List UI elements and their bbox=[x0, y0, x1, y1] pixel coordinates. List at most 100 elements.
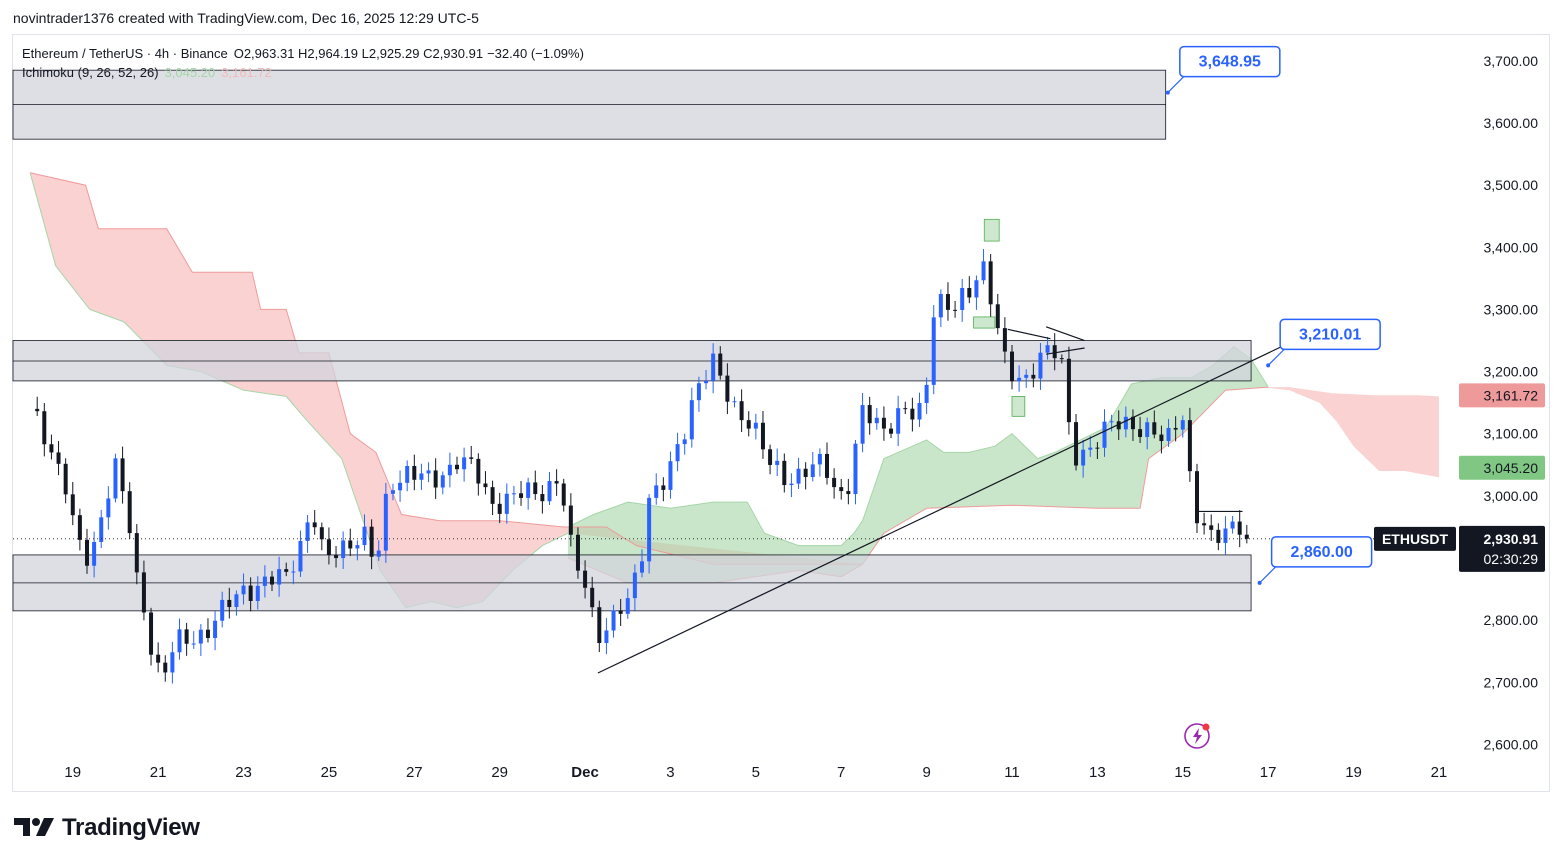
logo-text: TradingView bbox=[62, 814, 200, 841]
candle-body bbox=[35, 408, 40, 412]
time-tick-label[interactable]: 29 bbox=[491, 764, 508, 781]
candle-body bbox=[262, 576, 267, 586]
candle bbox=[1002, 317, 1007, 364]
candle bbox=[796, 457, 801, 489]
callout-pointer bbox=[1259, 566, 1277, 584]
ichimoku-bear-cloud bbox=[30, 172, 863, 608]
candle bbox=[874, 408, 879, 430]
price-tick-label[interactable]: 3,500.00 bbox=[1484, 177, 1539, 193]
candle bbox=[462, 447, 467, 482]
price-tick-label[interactable]: 3,000.00 bbox=[1484, 488, 1539, 504]
price-tick-label[interactable]: 3,200.00 bbox=[1484, 364, 1539, 380]
candle bbox=[355, 540, 360, 561]
price-tick-label[interactable]: 2,600.00 bbox=[1484, 736, 1539, 752]
candle-body bbox=[433, 470, 438, 488]
candle-body bbox=[540, 494, 545, 502]
candle-body bbox=[405, 466, 410, 483]
price-axis[interactable]: 2,600.002,700.002,800.002,900.003,000.00… bbox=[1374, 53, 1545, 753]
candle-body bbox=[462, 457, 467, 470]
candle bbox=[490, 480, 495, 516]
candle-body bbox=[1088, 447, 1093, 450]
lightning-alert-icon[interactable] bbox=[1184, 723, 1210, 749]
time-tick-label[interactable]: 5 bbox=[752, 764, 760, 781]
time-tick-label[interactable]: 23 bbox=[235, 764, 252, 781]
candle-body bbox=[611, 610, 616, 631]
time-tick-label[interactable]: 7 bbox=[837, 764, 845, 781]
candle bbox=[497, 492, 502, 524]
candle bbox=[1024, 369, 1029, 388]
time-tick-label[interactable]: 3 bbox=[666, 764, 674, 781]
candle-body bbox=[1052, 345, 1057, 359]
price-tick-label[interactable]: 3,600.00 bbox=[1484, 115, 1539, 131]
time-tick-label[interactable]: 27 bbox=[406, 764, 423, 781]
candle bbox=[99, 509, 104, 549]
candle bbox=[262, 565, 267, 598]
candle-body bbox=[390, 490, 395, 494]
candle-body bbox=[1237, 521, 1242, 535]
candle bbox=[1045, 336, 1050, 360]
candle-body bbox=[810, 464, 815, 478]
time-tick-label[interactable]: Dec bbox=[571, 764, 599, 781]
candle-body bbox=[1166, 427, 1171, 442]
candle bbox=[447, 452, 452, 488]
symbol-badge[interactable] bbox=[1374, 526, 1456, 551]
candle bbox=[960, 278, 965, 322]
time-tick-label[interactable]: 19 bbox=[64, 764, 81, 781]
candle bbox=[220, 591, 225, 628]
price-tick-label[interactable]: 3,100.00 bbox=[1484, 426, 1539, 442]
time-tick-label[interactable]: 13 bbox=[1089, 764, 1106, 781]
candle bbox=[241, 573, 246, 605]
candle bbox=[63, 458, 68, 504]
candle bbox=[575, 527, 580, 579]
candle-body bbox=[511, 493, 516, 495]
candle bbox=[1138, 416, 1143, 444]
candle-body bbox=[903, 408, 908, 410]
candle-body bbox=[632, 572, 637, 599]
time-tick-label[interactable]: 25 bbox=[321, 764, 338, 781]
candle bbox=[953, 300, 958, 318]
candle-body bbox=[1038, 352, 1043, 379]
time-tick-label[interactable]: 9 bbox=[922, 764, 930, 781]
candle bbox=[817, 448, 822, 477]
candle-body bbox=[234, 594, 239, 608]
candle-body bbox=[85, 539, 89, 566]
candle-body bbox=[1230, 521, 1235, 529]
candle bbox=[1145, 417, 1150, 450]
candle-body bbox=[1045, 345, 1050, 353]
candle bbox=[319, 522, 324, 551]
time-tick-label[interactable]: 19 bbox=[1345, 764, 1362, 781]
price-tick-label[interactable]: 3,300.00 bbox=[1484, 301, 1539, 317]
candle-body bbox=[1159, 434, 1164, 442]
candle-body bbox=[120, 458, 125, 492]
price-tick-label[interactable]: 3,700.00 bbox=[1484, 53, 1539, 69]
indicator-name[interactable]: Ichimoku (9, 26, 52, 26) bbox=[22, 65, 159, 80]
price-tick-label[interactable]: 2,700.00 bbox=[1484, 674, 1539, 690]
candle-body bbox=[355, 545, 360, 549]
time-tick-label[interactable]: 15 bbox=[1174, 764, 1191, 781]
candle bbox=[789, 473, 794, 498]
candle-body bbox=[597, 607, 602, 644]
time-tick-label[interactable]: 21 bbox=[1431, 764, 1448, 781]
price-tick-label[interactable]: 3,400.00 bbox=[1484, 239, 1539, 255]
candle bbox=[889, 422, 894, 439]
chart-frame bbox=[12, 34, 1550, 792]
time-tick-label[interactable]: 11 bbox=[1004, 764, 1020, 781]
time-axis[interactable]: 19 21 23 25 27 29 Dec 3 5 7 9 11 13 15 17 19 21 bbox=[64, 764, 1447, 781]
candle-body bbox=[469, 457, 474, 459]
ascending-trendline bbox=[597, 344, 1286, 674]
candle-body bbox=[291, 571, 296, 573]
candle bbox=[348, 528, 353, 557]
candle-body bbox=[70, 494, 75, 516]
time-tick-label[interactable]: 17 bbox=[1260, 764, 1277, 781]
candle bbox=[981, 249, 986, 285]
price-tick-label[interactable]: 2,800.00 bbox=[1484, 612, 1539, 628]
candle bbox=[583, 560, 588, 599]
candle-body bbox=[846, 491, 851, 495]
tradingview-logo[interactable]: TradingView bbox=[14, 814, 200, 842]
candle-body bbox=[803, 468, 808, 478]
time-tick-label[interactable]: 21 bbox=[150, 764, 167, 781]
symbol-title[interactable]: Ethereum / TetherUS · 4h · Binance bbox=[22, 46, 228, 61]
candle-body bbox=[1223, 528, 1228, 543]
candle-body bbox=[56, 452, 61, 464]
